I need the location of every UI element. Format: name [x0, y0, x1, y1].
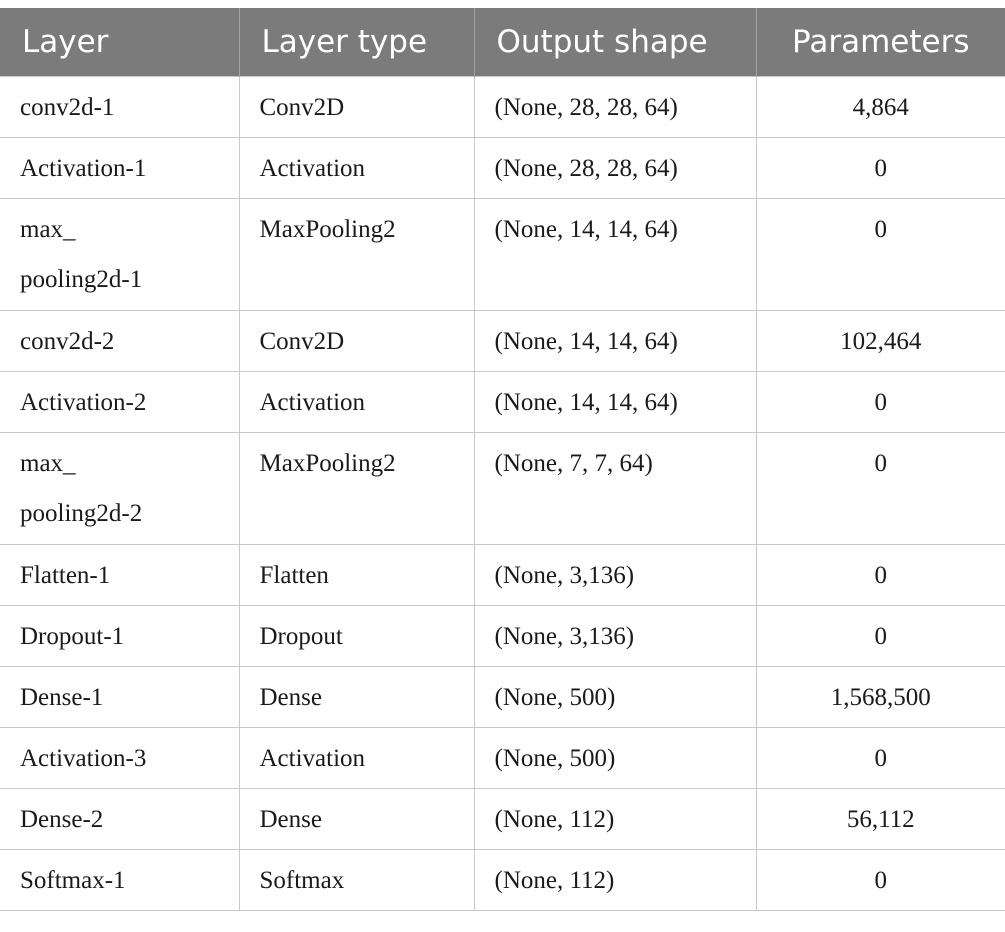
parameter-count: 0: [755, 431, 1005, 545]
header-layer-type: Layer type: [238, 8, 474, 76]
output-shape: (None, 14, 14, 64): [473, 370, 757, 433]
table-row: Activation-1 Activation (None, 28, 28, 6…: [0, 136, 1005, 199]
table-row: max_ pooling2d-2 MaxPooling2 (None, 7, 7…: [0, 431, 1005, 545]
parameter-count: 0: [755, 370, 1005, 433]
layer-type: MaxPooling2: [238, 197, 475, 311]
table-row: Flatten-1 Flatten (None, 3,136) 0: [0, 543, 1005, 606]
layer-type: Activation: [238, 370, 475, 433]
layer-name: Dense-2: [0, 787, 240, 850]
layer-type: Dense: [238, 787, 475, 850]
header-parameters: Parameters: [755, 8, 1005, 76]
header-row: Layer Layer type Output shape Parameters: [0, 8, 1005, 76]
output-shape: (None, 3,136): [473, 604, 757, 667]
output-shape: (None, 500): [473, 726, 757, 789]
layer-name: Dropout-1: [0, 604, 240, 667]
output-shape: (None, 112): [473, 787, 757, 850]
header-layer: Layer: [0, 8, 239, 76]
parameter-count: 0: [755, 136, 1005, 199]
layer-name: max_ pooling2d-2: [0, 431, 240, 545]
layer-type: Flatten: [238, 543, 475, 606]
table-row: Dense-2 Dense (None, 112) 56,112: [0, 787, 1005, 850]
output-shape: (None, 7, 7, 64): [473, 431, 757, 545]
layer-name: max_ pooling2d-1: [0, 197, 240, 311]
table-row: Softmax-1 Softmax (None, 112) 0: [0, 848, 1005, 911]
layer-type: Conv2D: [238, 309, 475, 372]
parameter-count: 0: [755, 726, 1005, 789]
output-shape: (None, 28, 28, 64): [473, 75, 757, 138]
layer-type: Dense: [238, 665, 475, 728]
parameter-count: 1,568,500: [755, 665, 1005, 728]
layer-type: Activation: [238, 726, 475, 789]
layer-type: Activation: [238, 136, 475, 199]
table-header: Layer Layer type Output shape Parameters: [0, 8, 1005, 76]
table-row: Dropout-1 Dropout (None, 3,136) 0: [0, 604, 1005, 667]
table-row: max_ pooling2d-1 MaxPooling2 (None, 14, …: [0, 197, 1005, 311]
output-shape: (None, 14, 14, 64): [473, 197, 757, 311]
layer-name: Dense-1: [0, 665, 240, 728]
layer-name: conv2d-2: [0, 309, 240, 372]
parameter-count: 102,464: [755, 309, 1005, 372]
parameter-count: 4,864: [755, 75, 1005, 138]
layer-name: Activation-3: [0, 726, 240, 789]
parameter-count: 0: [755, 848, 1005, 911]
layer-type: Dropout: [238, 604, 475, 667]
header-output-shape: Output shape: [473, 8, 756, 76]
layer-type: MaxPooling2: [238, 431, 475, 545]
table-row: Activation-2 Activation (None, 14, 14, 6…: [0, 370, 1005, 433]
layer-name: Softmax-1: [0, 848, 240, 911]
model-summary-table: Layer Layer type Output shape Parameters…: [0, 8, 1005, 911]
parameter-count: 0: [755, 543, 1005, 606]
parameter-count: 56,112: [755, 787, 1005, 850]
table-row: Activation-3 Activation (None, 500) 0: [0, 726, 1005, 789]
layer-name-line-1: max_: [20, 449, 76, 477]
layer-name: Activation-2: [0, 370, 240, 433]
layer-type: Conv2D: [238, 75, 475, 138]
parameter-count: 0: [755, 604, 1005, 667]
layer-name-line-2: pooling2d-2: [20, 499, 143, 527]
output-shape: (None, 112): [473, 848, 757, 911]
table-row: Dense-1 Dense (None, 500) 1,568,500: [0, 665, 1005, 728]
layer-name: Activation-1: [0, 136, 240, 199]
output-shape: (None, 3,136): [473, 543, 757, 606]
output-shape: (None, 14, 14, 64): [473, 309, 757, 372]
layer-name: conv2d-1: [0, 75, 240, 138]
table-row: conv2d-2 Conv2D (None, 14, 14, 64) 102,4…: [0, 309, 1005, 372]
table-row: conv2d-1 Conv2D (None, 28, 28, 64) 4,864: [0, 75, 1005, 138]
parameter-count: 0: [755, 197, 1005, 311]
layer-name: Flatten-1: [0, 543, 240, 606]
output-shape: (None, 500): [473, 665, 757, 728]
table-body: conv2d-1 Conv2D (None, 28, 28, 64) 4,864…: [0, 75, 1005, 911]
layer-name-line-2: pooling2d-1: [20, 265, 143, 293]
output-shape: (None, 28, 28, 64): [473, 136, 757, 199]
layer-type: Softmax: [238, 848, 475, 911]
layer-name-line-1: max_: [20, 215, 76, 243]
